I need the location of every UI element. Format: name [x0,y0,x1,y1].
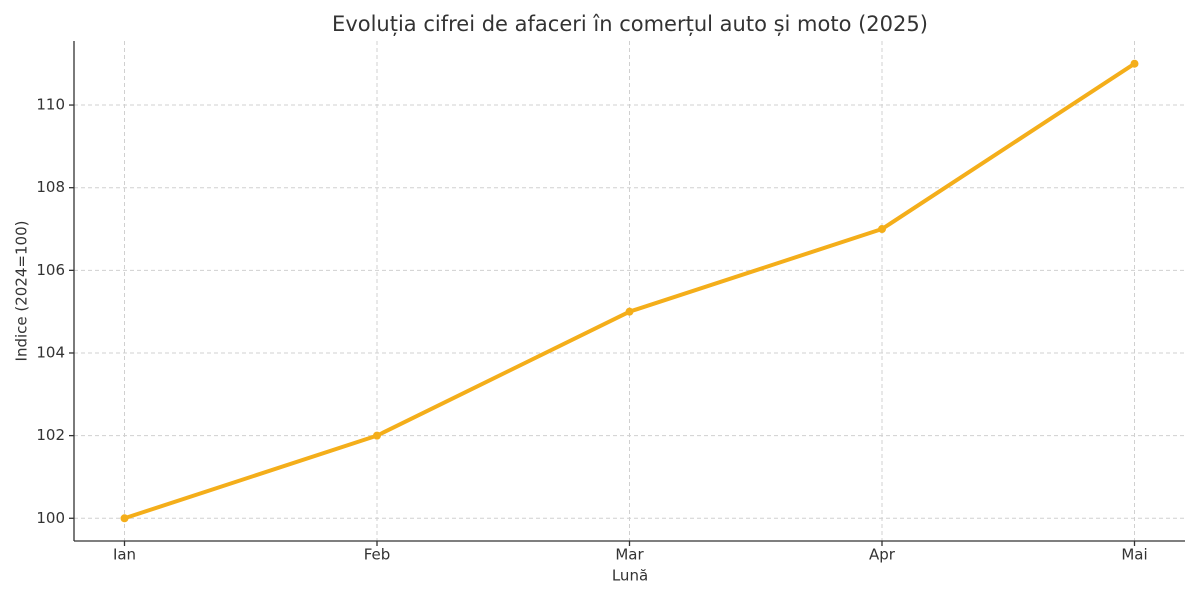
data-point [625,307,634,316]
y-tick-label: 102 [36,426,65,444]
data-point [373,431,381,440]
x-axis-label: Lună [612,567,648,585]
x-tick-label: Apr [869,546,896,564]
y-tick-label: 110 [36,96,65,114]
y-tick-label: 108 [36,178,65,196]
x-tick-label: Mai [1121,546,1147,564]
y-tick-label: 100 [36,509,65,527]
y-axis-label: Indice (2024=100) [13,221,31,362]
data-point [120,514,129,523]
chart-title: Evoluția cifrei de afaceri în comerțul a… [332,12,928,36]
y-tick-label: 106 [36,261,65,279]
x-tick-label: Mar [615,546,644,564]
x-tick-label: Ian [113,546,136,564]
data-point [878,225,886,234]
y-tick-label: 104 [36,343,65,361]
data-point [1130,59,1139,68]
x-tick-label: Feb [364,546,391,564]
